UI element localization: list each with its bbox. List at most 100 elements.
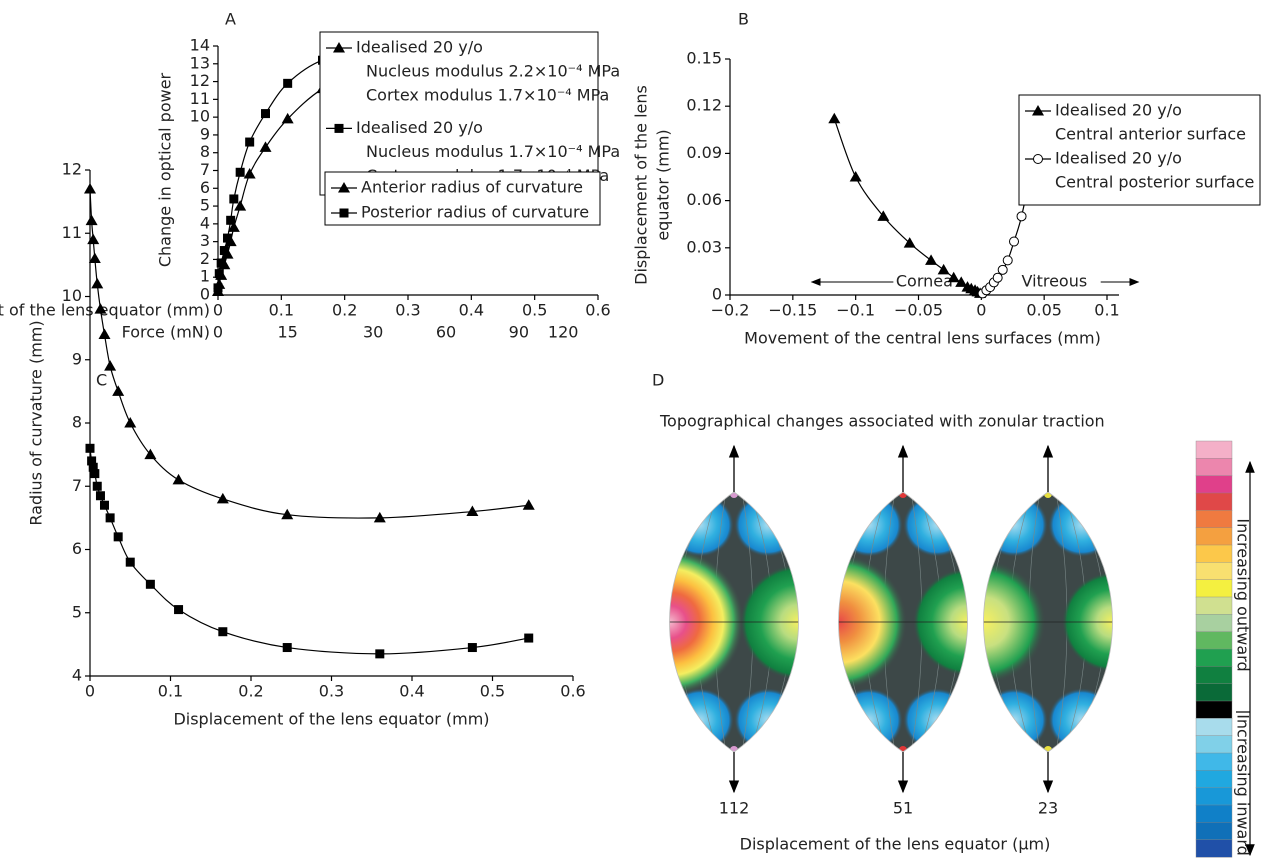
marker-triangle	[227, 221, 240, 232]
colorbar-cell	[1195, 666, 1233, 685]
marker-square	[99, 500, 109, 510]
y-tick-label: 6	[200, 178, 210, 197]
marker-square	[216, 258, 226, 268]
x-tick-label: 0.3	[319, 682, 344, 701]
lens-displacement: 51	[893, 799, 913, 818]
x-tick-label: 0.4	[459, 301, 484, 320]
y-tick-label: 0.12	[686, 96, 722, 115]
marker-triangle	[94, 303, 107, 314]
force-tick-label: 90	[509, 323, 529, 342]
marker-triangle	[234, 200, 247, 211]
y-tick-label: 13	[190, 53, 210, 72]
marker-triangle	[955, 276, 968, 287]
marker-triangle	[84, 182, 96, 194]
x-tick-label: 0.1	[1094, 301, 1119, 320]
y-tick-label: 9	[72, 349, 82, 368]
marker-square	[125, 557, 135, 567]
y-tick-label: 0.06	[686, 190, 722, 209]
marker-square	[339, 208, 349, 218]
lens-blue-zone	[838, 688, 903, 752]
legend-box	[1018, 94, 1261, 206]
colorbar-cell	[1195, 700, 1233, 719]
lens-tip	[899, 746, 907, 752]
marker-circle	[1009, 236, 1020, 247]
panel-label: C	[96, 371, 107, 390]
y-tick-label: 0.03	[686, 237, 722, 256]
y-tick-label: 3	[200, 231, 210, 250]
series-line	[89, 448, 529, 655]
y-tick-label: 7	[200, 160, 210, 179]
marker-square	[213, 283, 223, 293]
marker-triangle	[85, 214, 98, 226]
legend-detail: Nucleus modulus 1.7×10⁻⁴ MPa	[366, 142, 620, 161]
y-axis-label: Radius of curvature (mm)	[27, 320, 46, 525]
x-tick-label: 0.5	[480, 682, 505, 701]
marker-square	[235, 167, 245, 177]
y-tick-label: 2	[200, 249, 210, 268]
colorbar-cell	[1195, 822, 1233, 841]
y-tick-label: 8	[200, 142, 210, 161]
force-tick-label: 0	[213, 323, 223, 342]
x-tick-label: 0.1	[158, 682, 183, 701]
marker-square	[283, 78, 293, 88]
marker-triangle	[925, 254, 938, 265]
x-tick-label: 0.05	[1026, 301, 1062, 320]
y-tick-label: 11	[190, 89, 210, 108]
marker-square	[95, 491, 105, 501]
lens-tip	[899, 492, 907, 498]
marker-triangle	[243, 168, 256, 179]
x-tick-label: −0.2	[711, 301, 750, 320]
marker-triangle	[903, 237, 916, 248]
legend-label: Idealised 20 y/o	[356, 118, 483, 137]
marker-triangle	[1032, 105, 1044, 116]
marker-triangle	[144, 448, 157, 460]
colorbar-cell	[1195, 718, 1233, 737]
marker-triangle	[849, 171, 862, 182]
marker-square	[90, 469, 100, 479]
colorbar-cell	[1195, 475, 1233, 494]
marker-circle	[1016, 211, 1027, 222]
marker-triangle	[87, 233, 100, 245]
y-tick-label: 12	[62, 160, 82, 179]
series-line	[833, 118, 981, 294]
marker-square	[467, 643, 477, 653]
marker-square	[245, 137, 255, 147]
colorbar-cell	[1195, 839, 1233, 858]
colorbar-cell	[1195, 787, 1233, 806]
legend-detail: Nucleus modulus 2.2×10⁻⁴ MPa	[366, 62, 620, 81]
marker-square	[88, 462, 98, 472]
x-tick-label: 0.2	[238, 682, 263, 701]
marker-triangle	[104, 360, 117, 371]
marker-triangle	[98, 328, 111, 339]
lens-blue-zone	[983, 688, 1048, 752]
marker-square	[226, 215, 236, 225]
colorbar-cell	[1195, 804, 1233, 823]
marker-triangle	[947, 271, 960, 283]
marker-triangle	[937, 263, 950, 275]
legend-detail: Cortex modulus 1.7×10⁻⁴ MPa	[366, 86, 609, 105]
marker-triangle	[172, 473, 185, 485]
legend-label: Anterior radius of curvature	[361, 178, 583, 197]
marker-triangle	[88, 252, 101, 264]
annotation: Vitreous	[1022, 272, 1088, 291]
panel-label: B	[738, 10, 749, 29]
colorbar-cell	[1195, 579, 1233, 598]
marker-square	[214, 269, 224, 279]
marker-triangle	[373, 511, 386, 523]
legend-label: Idealised 20 y/o	[356, 38, 483, 57]
lens-displacement: 112	[719, 799, 750, 818]
marker-triangle	[522, 499, 535, 510]
colorbar-cell	[1195, 683, 1233, 702]
marker-square	[219, 246, 229, 256]
colorbar-cell	[1195, 510, 1233, 529]
marker-triangle	[338, 182, 350, 193]
lens-blue-zone	[1048, 688, 1113, 752]
panel-label: A	[225, 10, 236, 29]
panel-title: Topographical changes associated with zo…	[659, 412, 1105, 431]
legend-box	[324, 171, 601, 226]
x-tick-label: 0	[213, 301, 223, 320]
y-tick-label: 0	[200, 285, 210, 304]
y-tick-label: 1	[200, 267, 210, 286]
panel-label: D	[652, 371, 664, 390]
